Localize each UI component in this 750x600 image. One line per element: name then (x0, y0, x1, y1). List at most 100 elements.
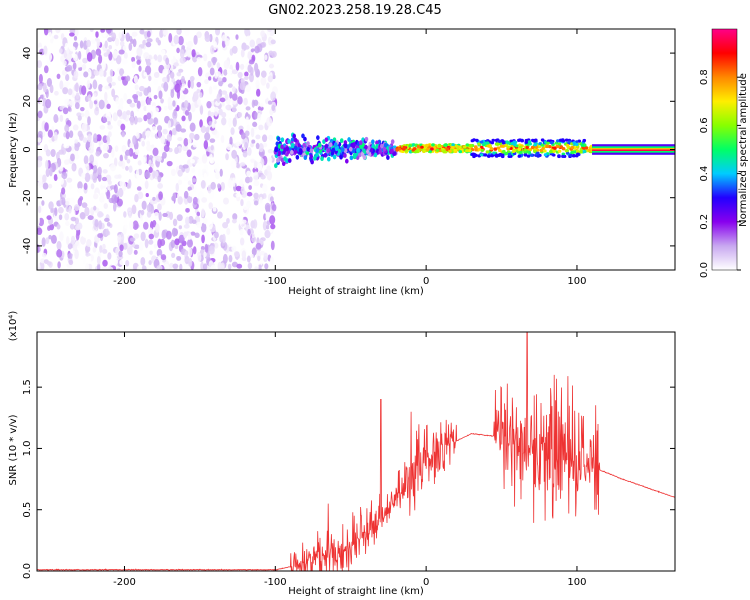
heatmap-cell (163, 263, 170, 270)
heatmap-cell (477, 147, 482, 151)
heatmap-cell (55, 29, 61, 34)
heatmap-cell (223, 197, 229, 205)
heatmap-cell (557, 149, 562, 153)
heatmap-cell (133, 95, 138, 104)
heatmap-cell (175, 182, 179, 192)
heatmap-cell (224, 38, 230, 47)
heatmap-cell (53, 174, 58, 181)
heatmap-cell (162, 151, 167, 159)
heatmap-cell (486, 144, 491, 148)
heatmap-cell (239, 81, 246, 91)
heatmap-cell (68, 32, 75, 37)
heatmap-cell (253, 160, 258, 170)
heatmap-cell (425, 143, 429, 147)
heatmap-cell (98, 212, 104, 218)
heatmap-cell (146, 112, 152, 120)
heatmap-cell (293, 145, 298, 151)
heatmap-cell (171, 77, 176, 83)
heatmap-cell (46, 215, 52, 220)
heatmap-cell (246, 170, 251, 177)
heatmap-cell (266, 224, 270, 230)
heatmap-cell (181, 115, 186, 122)
heatmap-cell (132, 135, 137, 145)
heatmap-cell (253, 200, 259, 206)
heatmap-cell (543, 149, 547, 153)
heatmap-cell (117, 267, 121, 270)
heatmap-cell (126, 98, 133, 105)
heatmap-cell (157, 203, 162, 211)
heatmap-cell (293, 149, 298, 155)
heatmap-cell (223, 59, 230, 70)
heatmap-cell (117, 234, 122, 244)
heatmap-cell (50, 208, 54, 214)
heatmap-cell (170, 199, 175, 210)
heatmap-cell (239, 63, 245, 70)
heatmap-cell (212, 57, 217, 66)
heatmap-cell (102, 243, 106, 250)
heatmap-cell (61, 172, 68, 180)
heatmap-cell (222, 76, 227, 83)
heatmap-cell (201, 197, 208, 203)
heatmap-cell (37, 215, 40, 226)
heatmap-cell (177, 179, 183, 185)
heatmap-cell (128, 42, 133, 51)
heatmap-cell (211, 121, 215, 129)
heatmap-cell (136, 100, 141, 109)
heatmap-cell (260, 30, 266, 38)
heatmap-cell (196, 56, 202, 62)
heatmap-cell (160, 254, 167, 261)
heatmap-cell (133, 233, 140, 239)
heatmap-cell (64, 98, 70, 106)
heatmap-cell (172, 100, 176, 107)
heatmap-cell (339, 138, 344, 144)
heatmap-cell (244, 71, 249, 77)
heatmap-cell (118, 187, 124, 198)
snr-x-tick-label: 0 (423, 577, 429, 588)
heatmap-cell (187, 195, 193, 204)
heatmap-cell (94, 219, 99, 228)
heatmap-cell (247, 147, 252, 156)
heatmap-cell (81, 172, 86, 179)
heatmap-cell (232, 213, 238, 221)
heatmap-cell (92, 173, 98, 184)
heatmap-y-tick-label: -40 (22, 238, 33, 254)
heatmap-cell (516, 138, 521, 143)
heatmap-cell (316, 135, 320, 141)
heatmap-cell (227, 83, 233, 88)
heatmap-cell (270, 240, 275, 251)
heatmap-cell (189, 190, 193, 197)
heatmap-cell (37, 181, 40, 190)
heatmap-cell (244, 142, 249, 149)
heatmap-cell (358, 140, 363, 146)
snr-y-ticks: 0.0 0.5 1.0 1.5 (22, 379, 675, 579)
heatmap-cell (80, 107, 85, 112)
heatmap-cell (67, 88, 73, 96)
heatmap-cell (302, 147, 307, 152)
heatmap-cell (244, 29, 251, 36)
heatmap-cell (213, 41, 218, 51)
heatmap-cell (253, 192, 259, 199)
heatmap-cell (324, 137, 329, 143)
heatmap-cell (83, 155, 89, 165)
heatmap-cell (146, 140, 151, 147)
heatmap-cell (142, 39, 147, 46)
heatmap-cell (252, 219, 258, 229)
heatmap-cell (540, 143, 545, 147)
heatmap-cell (126, 158, 131, 164)
heatmap-cell (102, 117, 108, 123)
heatmap-cell (232, 86, 236, 93)
heatmap-cell (124, 224, 128, 229)
heatmap-cell (490, 141, 495, 145)
heatmap-cell (526, 154, 531, 158)
heatmap-cell (37, 83, 43, 91)
heatmap-cell (119, 259, 125, 266)
heatmap-x-ticks: -200 -100 0 100 (113, 29, 587, 287)
heatmap-cell (69, 130, 74, 138)
heatmap-cell (383, 142, 388, 148)
heatmap-cell (145, 41, 152, 48)
heatmap-cell (220, 134, 225, 144)
heatmap-cell (104, 85, 111, 90)
heatmap-cell (572, 153, 576, 158)
heatmap-cell (133, 115, 138, 125)
